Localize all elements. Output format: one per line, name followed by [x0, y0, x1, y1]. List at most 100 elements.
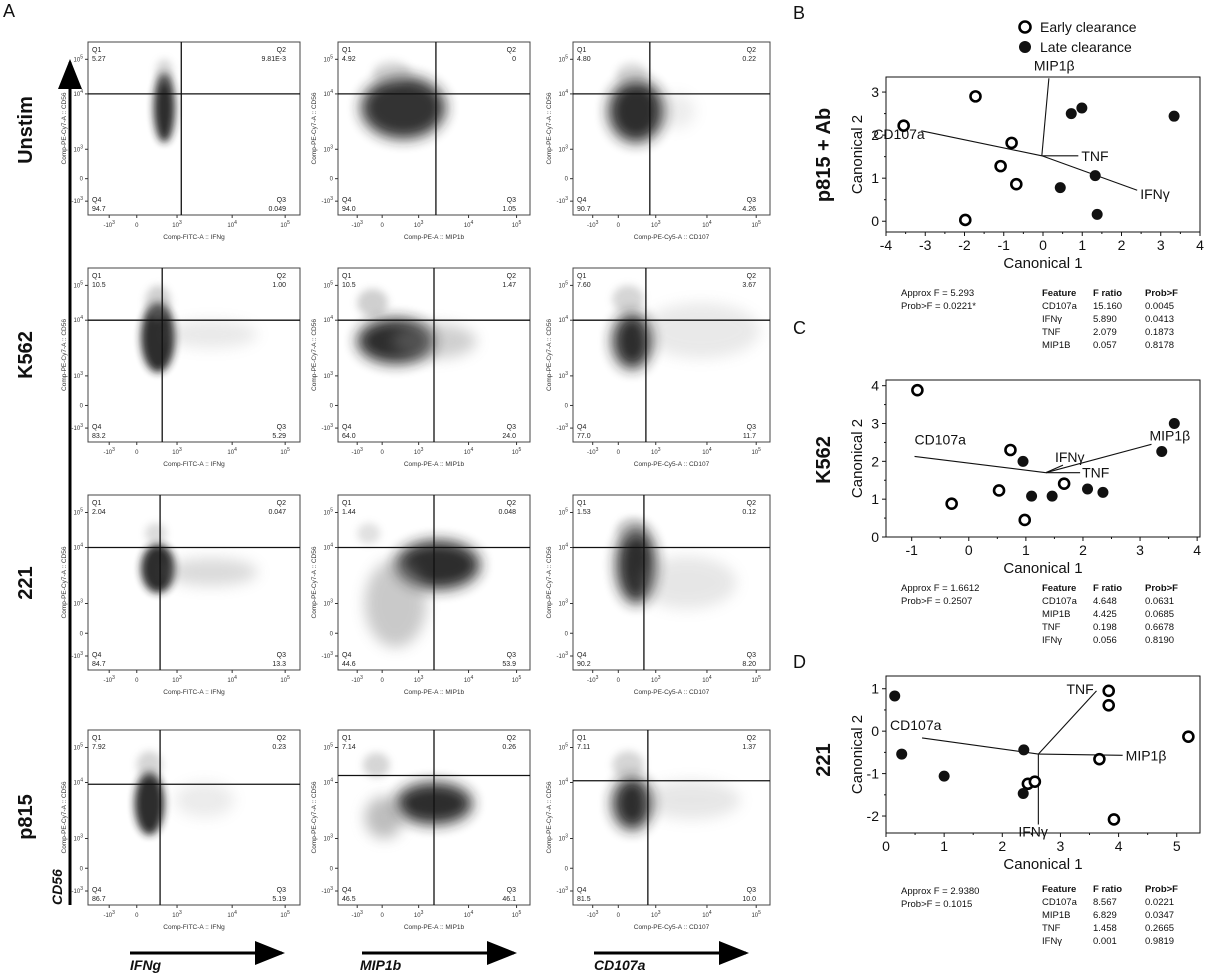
y-tick-label: -103 — [557, 423, 569, 432]
density-cloud — [361, 61, 446, 139]
y-axis-label: Comp-PE-Cy7-A :: CD56 — [311, 92, 318, 164]
y-tick-label: 103 — [74, 371, 84, 380]
y-axis-label: Comp-PE-Cy7-A :: CD56 — [61, 781, 68, 853]
y-tick-label: 104 — [559, 315, 569, 324]
y-tick-label: 0 — [565, 403, 569, 409]
x-tick-label: 0 — [135, 450, 139, 456]
density-blob — [641, 780, 741, 820]
point-early-clearance — [911, 383, 924, 397]
table-header: Prob>F — [1145, 884, 1178, 895]
x-tick-label: -103 — [587, 447, 599, 456]
vector-cd107a — [921, 130, 1042, 157]
y-tick-label: -103 — [322, 651, 334, 660]
y-tick-label: 104 — [74, 543, 84, 552]
plot-frame — [572, 41, 771, 216]
point-early-clearance — [1093, 752, 1106, 766]
x-tick-label: 1 — [940, 838, 948, 854]
quadrant-value-q4: 46.5 — [342, 896, 356, 903]
x-tick-label: 0 — [617, 223, 621, 229]
x-axis-label: Comp-FITC-A :: IFNg — [163, 689, 225, 696]
prob-f: Prob>F = 0.0221* — [901, 301, 976, 312]
quadrant-name-q2: Q2 — [747, 273, 756, 280]
density-cloud — [616, 517, 737, 609]
y-axis-label: Comp-PE-Cy7-A :: CD56 — [311, 319, 318, 391]
x-tick-label: 103 — [414, 447, 424, 456]
vector-label: CD107a — [873, 126, 925, 142]
quadrant-value-q4: 83.2 — [92, 433, 106, 440]
quadrant-name-q1: Q1 — [342, 273, 351, 280]
table-cell: 0.9819 — [1145, 936, 1174, 947]
y-tick-label: 1 — [871, 170, 879, 186]
table-cell: 0.001 — [1093, 936, 1117, 947]
table-cell: 0.8178 — [1145, 340, 1174, 351]
vector-label: MIP1β — [1149, 427, 1190, 443]
point-late-clearance — [1156, 446, 1168, 458]
density-blob — [134, 772, 165, 835]
table-cell: TNF — [1042, 327, 1061, 338]
y-tick-label: 104 — [324, 778, 334, 787]
quadrant-value-q3: 5.19 — [272, 896, 286, 903]
table-cell: 4.648 — [1093, 596, 1117, 607]
density-cloud — [357, 288, 477, 364]
quadrant-value-q4: 94.7 — [92, 206, 106, 213]
quadrant-name-q1: Q1 — [342, 500, 351, 507]
x-tick-label: 4 — [1115, 838, 1123, 854]
quadrant-value-q2: 1.37 — [742, 744, 756, 751]
density-blob — [641, 302, 761, 359]
table-cell: MIP1B — [1042, 910, 1071, 921]
x-tick-label: -4 — [880, 237, 893, 253]
table-header: Prob>F — [1145, 583, 1178, 594]
x-tick-label: 105 — [280, 910, 290, 919]
x-axis-label: Comp-PE-A :: MIP1b — [404, 461, 465, 468]
quadrant-value-q2: 9.81E-3 — [261, 56, 286, 63]
quadrant-value-q3: 46.1 — [502, 896, 516, 903]
y-tick-label: 1 — [871, 681, 879, 697]
table-cell: IFNγ — [1042, 936, 1062, 947]
table-cell: 0.0045 — [1145, 301, 1174, 312]
y-tick-label: 104 — [559, 543, 569, 552]
y-tick-label: 104 — [559, 778, 569, 787]
x-axis-label: Comp-PE-Cy5-A :: CD107 — [634, 234, 710, 241]
density-cloud — [612, 751, 741, 830]
plot-frame — [87, 729, 301, 906]
quadrant-name-q3: Q3 — [747, 424, 756, 431]
x-tick-label: 1 — [1078, 237, 1086, 253]
density-blob — [145, 523, 167, 544]
y-tick-label: 105 — [74, 508, 84, 517]
quadrant-name-q3: Q3 — [747, 887, 756, 894]
x-tick-label: 105 — [751, 675, 761, 684]
density-blob — [136, 751, 163, 779]
x-tick-label: 0 — [617, 450, 621, 456]
quadrant-value-q3: 53.9 — [502, 661, 516, 668]
flow-plot-221-cd107a: Q1 1.53 Q2 0.12 Q4 90.2 Q3 8.20 105 104 103 0 -103 -1… — [546, 494, 771, 696]
density-blob — [357, 523, 381, 544]
x-tick-label: -103 — [587, 220, 599, 229]
x-tick-label: 103 — [414, 675, 424, 684]
canonical-plots: p815 + Ab -4 -3 -2 -1 0 1 2 3 4 0 1 2 3 Canonical 1 Can… — [813, 57, 1204, 947]
x-tick-label: 4 — [1193, 542, 1201, 558]
flow-plot-221-ifng: Q1 2.04 Q2 0.047 Q4 84.7 Q3 13.3 105 104 103 0 -103 -… — [61, 494, 301, 696]
density-blob — [164, 558, 258, 586]
x-tick-label: -103 — [103, 447, 115, 456]
quadrant-value-q3: 5.29 — [272, 433, 286, 440]
x-tick-label: 105 — [280, 447, 290, 456]
row-label-221: 221 — [813, 743, 835, 776]
x-axis-label: Comp-FITC-A :: IFNg — [163, 924, 225, 931]
point-early-clearance — [1004, 443, 1017, 457]
density-blob — [655, 93, 696, 129]
y-tick-label: 105 — [559, 508, 569, 517]
y-tick-label: 3 — [871, 416, 879, 432]
y-tick-label: -2 — [867, 808, 880, 824]
table-header: Feature — [1042, 884, 1076, 895]
quadrant-name-q3: Q3 — [747, 197, 756, 204]
y-tick-label: 0 — [80, 403, 84, 409]
density-cloud — [362, 752, 473, 839]
vector-tnf — [1037, 690, 1097, 755]
point-late-clearance — [1017, 788, 1029, 800]
table-cell: 6.829 — [1093, 910, 1117, 921]
panel-letter-c: C — [793, 318, 806, 338]
quadrant-value-q1: 2.04 — [92, 509, 106, 516]
x-axis-label: Canonical 1 — [1003, 856, 1082, 873]
column-arrow-cd107a: CD107a — [594, 941, 749, 973]
